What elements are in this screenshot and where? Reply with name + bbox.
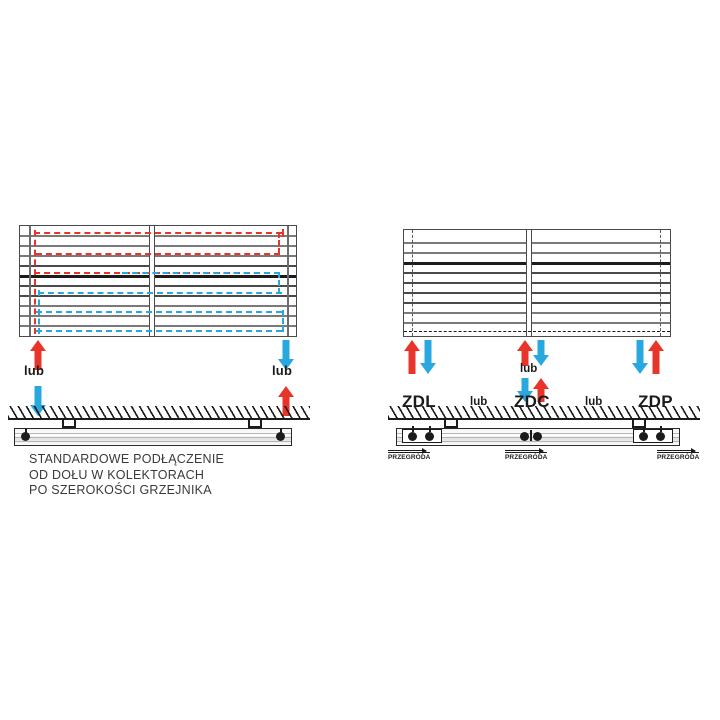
- partition-label-left: PRZEGRÓDA: [388, 452, 431, 461]
- flow-return-riser: [282, 310, 284, 332]
- pipe-bracket: [632, 420, 646, 428]
- valve-stem: [643, 426, 645, 432]
- radiator-tube: [20, 245, 296, 247]
- lub-label-2: lub: [585, 396, 603, 408]
- flow-return-path: [36, 311, 282, 313]
- floor-hatch-icon: [388, 406, 700, 420]
- left-diagram-panel: lub lub STANDARDOWE PODŁĄC: [0, 0, 360, 520]
- arrow-up-red-icon: [648, 340, 664, 374]
- arrow-up-red-icon: [30, 340, 46, 370]
- flow-supply-path: [34, 232, 282, 234]
- radiator-tube: [20, 285, 296, 287]
- lub-label-center: lub: [520, 363, 538, 375]
- arrow-down-blue-icon: [632, 340, 648, 374]
- valve-icon: [425, 432, 434, 441]
- right-diagram-panel: lub ZDL lub ZDC lub ZDP: [380, 0, 720, 520]
- radiator-tube: [404, 322, 670, 324]
- partition-label-center: PRZEGRÓDA: [505, 452, 548, 461]
- radiator-tube: [20, 275, 296, 278]
- manifold-pipe: [14, 428, 292, 446]
- radiator-tube: [404, 292, 670, 294]
- flow-return-path: [36, 330, 282, 332]
- pipe-bracket: [62, 420, 76, 428]
- flow-direction-arrow: [657, 446, 696, 456]
- arrow-down-blue-icon: [533, 340, 549, 366]
- radiator-right-header: [287, 226, 289, 336]
- valve-icon: [408, 432, 417, 441]
- caption-line-2: OD DOŁU W KOLEKTORACH: [29, 467, 205, 482]
- radiator-tube: [20, 265, 296, 267]
- valve-icon: [533, 432, 542, 441]
- arrow-up-red-icon: [404, 340, 420, 374]
- left-caption: STANDARDOWE PODŁĄCZENIE OD DOŁU W KOLEKT…: [29, 452, 224, 499]
- valve-icon: [21, 432, 30, 441]
- lub-label-left: lub: [24, 363, 45, 378]
- valve-stem: [25, 428, 27, 433]
- radiator-tube: [404, 252, 670, 254]
- pipe-bracket: [444, 420, 458, 428]
- valve-icon: [520, 432, 529, 441]
- radiator-tube: [404, 242, 670, 244]
- arrow-down-blue-icon: [420, 340, 436, 374]
- radiator-tube: [20, 315, 296, 317]
- flow-supply-riser: [34, 230, 36, 334]
- left-radiator: [19, 225, 297, 337]
- bottom-collector: [404, 331, 670, 332]
- radiator-left-header: [29, 226, 31, 336]
- radiator-tube: [20, 235, 296, 237]
- radiator-center-header: [526, 230, 532, 336]
- flow-direction-arrow: [388, 446, 427, 456]
- radiator-tube: [20, 255, 296, 257]
- radiator-left-collector: [412, 230, 413, 336]
- arrow-down-blue-icon: [278, 340, 294, 370]
- pipe-bracket: [248, 420, 262, 428]
- valve-stem: [280, 428, 282, 433]
- caption-line-3: PO SZEROKOŚCI GRZEJNIKA: [29, 483, 212, 497]
- lub-label-right: lub: [272, 363, 293, 378]
- flow-supply-path: [36, 253, 280, 255]
- radiator-tube: [20, 305, 296, 307]
- radiator-center-header: [149, 226, 155, 336]
- arrow-down-blue-icon: [517, 378, 533, 402]
- radiator-tube: [404, 302, 670, 304]
- radiator-tube: [20, 325, 296, 327]
- radiator-right-collector: [660, 230, 661, 336]
- flow-return-path: [38, 292, 282, 294]
- flow-return-path: [122, 272, 280, 274]
- radiator-tube: [404, 262, 670, 265]
- lub-label-1: lub: [470, 396, 488, 408]
- flow-supply-turn: [278, 232, 280, 254]
- valve-stem: [412, 426, 414, 432]
- radiator-tube: [404, 272, 670, 274]
- radiator-tube: [404, 312, 670, 314]
- caption-line-1: STANDARDOWE PODŁĄCZENIE: [29, 452, 225, 466]
- floor-hatch-icon: [8, 406, 310, 420]
- valve-stem: [660, 426, 662, 432]
- radiator-tube: [404, 282, 670, 284]
- arrow-up-red-icon: [533, 378, 549, 402]
- flow-supply-turn: [282, 229, 284, 237]
- flow-return-riser: [38, 290, 40, 334]
- valve-icon: [276, 432, 285, 441]
- flow-direction-arrow: [505, 446, 544, 456]
- valve-stem: [530, 430, 532, 441]
- valve-stem: [429, 426, 431, 432]
- arrow-up-red-icon: [278, 386, 294, 416]
- flow-return-turn: [278, 272, 280, 294]
- partition-label-right: PRZEGRÓDA: [657, 452, 700, 461]
- valve-icon: [656, 432, 665, 441]
- valve-icon: [639, 432, 648, 441]
- radiator-tube: [20, 295, 296, 297]
- right-radiator: [403, 229, 671, 337]
- arrow-up-red-icon: [517, 340, 533, 366]
